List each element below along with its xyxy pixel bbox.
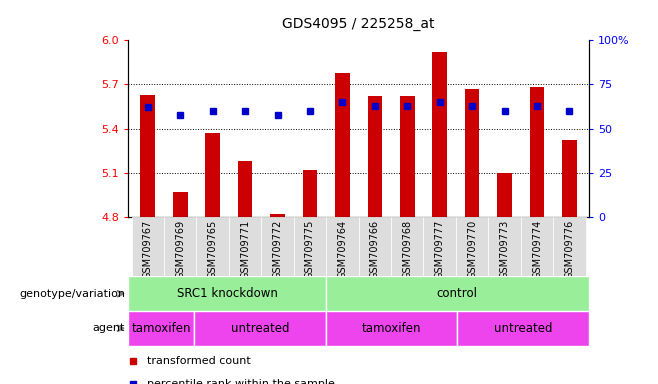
Bar <box>197 217 229 276</box>
Bar <box>553 217 586 276</box>
Text: SRC1 knockdown: SRC1 knockdown <box>176 287 278 300</box>
Text: GSM709769: GSM709769 <box>175 220 185 279</box>
Text: GSM709773: GSM709773 <box>499 220 509 279</box>
Bar <box>457 311 589 346</box>
Bar <box>293 217 326 276</box>
Text: untreated: untreated <box>231 322 289 335</box>
Text: GSM709767: GSM709767 <box>143 220 153 279</box>
Text: GSM709775: GSM709775 <box>305 220 315 279</box>
Text: GSM709766: GSM709766 <box>370 220 380 279</box>
Text: tamoxifen: tamoxifen <box>132 322 191 335</box>
Text: GSM709770: GSM709770 <box>467 220 477 279</box>
Bar <box>238 161 253 217</box>
Text: percentile rank within the sample: percentile rank within the sample <box>147 379 335 384</box>
Text: GDS4095 / 225258_at: GDS4095 / 225258_at <box>282 17 435 31</box>
Text: untreated: untreated <box>494 322 552 335</box>
Bar <box>497 173 512 217</box>
Bar <box>132 217 164 276</box>
Bar <box>173 192 188 217</box>
Text: GSM709777: GSM709777 <box>435 220 445 279</box>
Bar <box>359 217 391 276</box>
Bar <box>562 141 577 217</box>
Text: GSM709774: GSM709774 <box>532 220 542 279</box>
Text: GSM709768: GSM709768 <box>402 220 413 279</box>
Bar <box>229 217 261 276</box>
Text: GSM709772: GSM709772 <box>272 220 282 279</box>
Bar <box>391 217 424 276</box>
Text: control: control <box>437 287 478 300</box>
Bar <box>368 96 382 217</box>
Bar <box>194 311 326 346</box>
Bar <box>465 89 480 217</box>
Text: GSM709765: GSM709765 <box>208 220 218 279</box>
Bar <box>335 73 349 217</box>
Bar <box>140 95 155 217</box>
Bar <box>424 217 456 276</box>
Bar <box>270 214 285 217</box>
Bar <box>261 217 293 276</box>
Bar <box>326 276 589 311</box>
Bar <box>530 88 544 217</box>
Bar <box>303 170 317 217</box>
Text: GSM709764: GSM709764 <box>338 220 347 279</box>
Bar <box>326 311 457 346</box>
Bar <box>520 217 553 276</box>
Bar <box>164 217 197 276</box>
Text: genotype/variation: genotype/variation <box>19 289 125 299</box>
Text: GSM709771: GSM709771 <box>240 220 250 279</box>
Bar <box>456 217 488 276</box>
Text: GSM709776: GSM709776 <box>565 220 574 279</box>
Bar <box>326 217 359 276</box>
Bar <box>128 276 326 311</box>
Bar <box>432 52 447 217</box>
Bar <box>400 96 415 217</box>
Text: transformed count: transformed count <box>147 356 251 366</box>
Bar <box>205 133 220 217</box>
Bar <box>128 311 194 346</box>
Text: tamoxifen: tamoxifen <box>362 322 421 335</box>
Text: agent: agent <box>93 323 125 333</box>
Bar <box>488 217 520 276</box>
